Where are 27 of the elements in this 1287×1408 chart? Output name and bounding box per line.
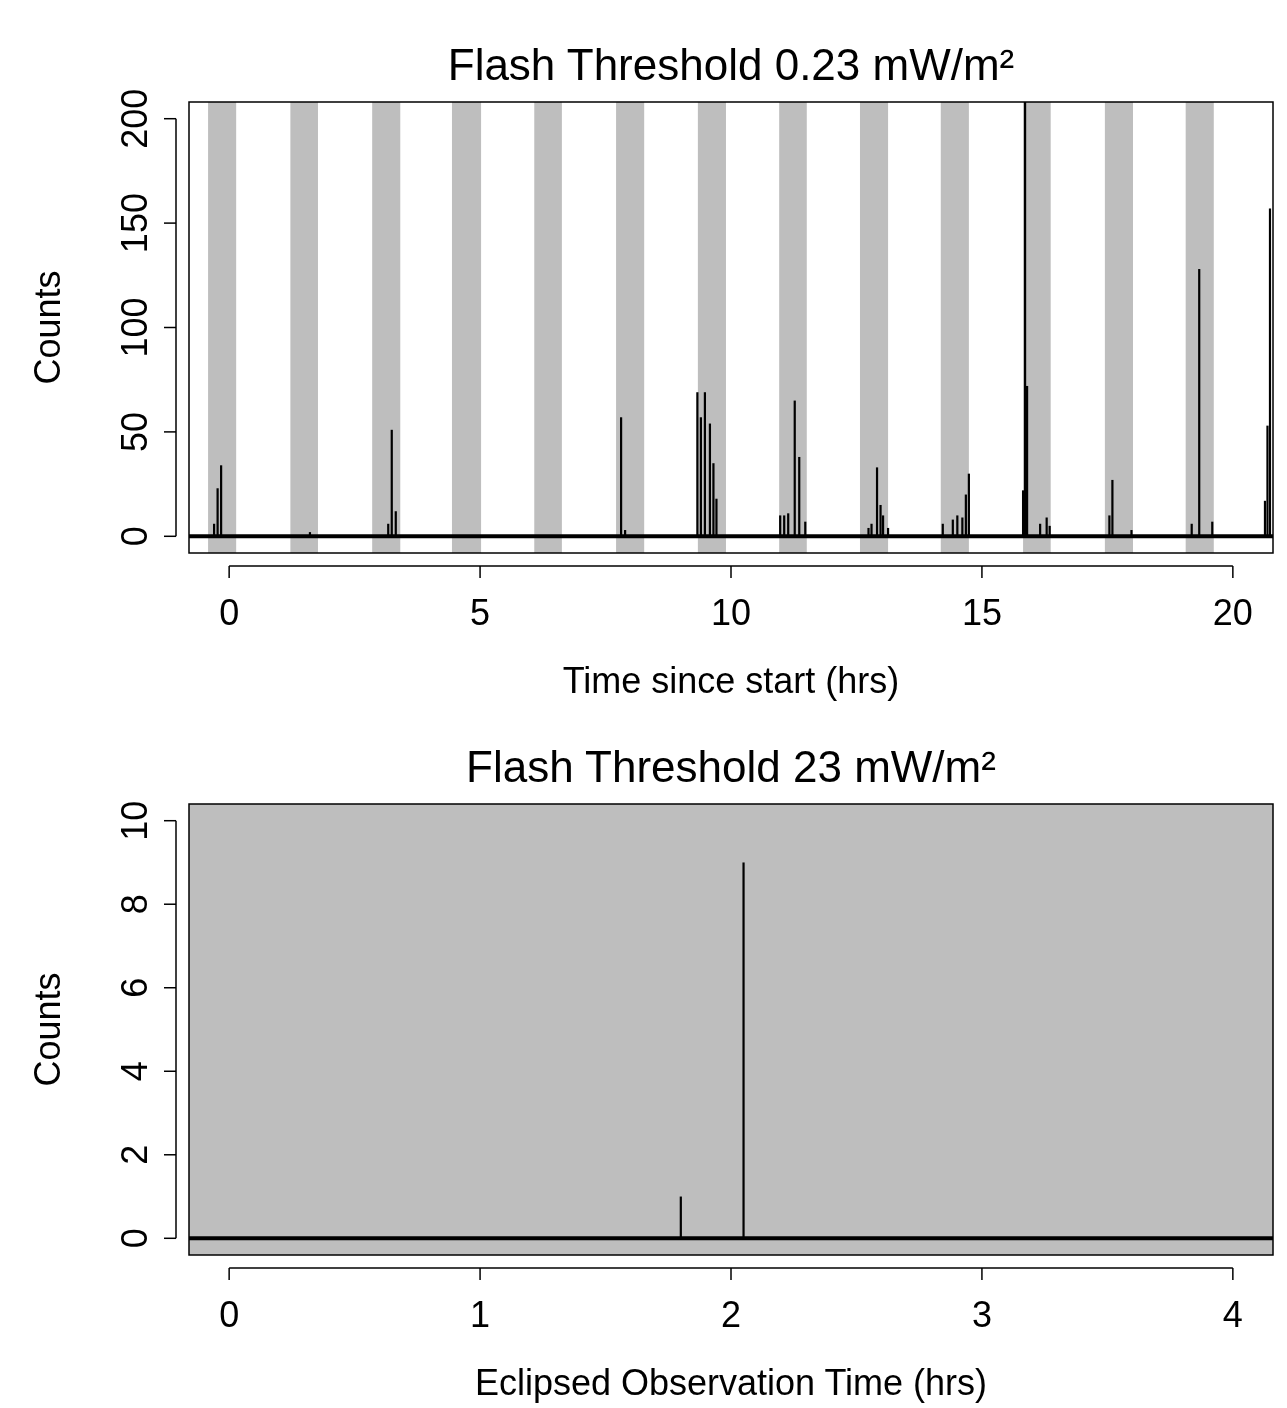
x-axis-title: Eclipsed Observation Time (hrs) (474, 1362, 988, 1403)
y-tick-label: 2 (114, 1144, 155, 1165)
y-axis-title: Counts (27, 972, 68, 1087)
y-axis-title: Counts (27, 270, 68, 385)
x-tick-label: 4 (1222, 1294, 1243, 1335)
x-tick-label: 2 (720, 1294, 742, 1335)
x-tick-label: 5 (470, 592, 491, 633)
y-tick-label: 200 (114, 88, 155, 149)
x-tick-label: 3 (971, 1294, 992, 1335)
x-tick-label: 10 (710, 592, 752, 633)
x-tick-label: 20 (1212, 592, 1253, 633)
y-tick-label: 100 (114, 297, 155, 358)
chart-title: Flash Threshold 0.23 mW/m² (447, 40, 1015, 89)
x-tick-label: 1 (470, 1294, 491, 1335)
y-tick-label: 50 (114, 411, 155, 452)
x-axis-title: Time since start (hrs) (562, 660, 900, 701)
x-tick-label: 15 (961, 592, 1002, 633)
y-tick-label: 10 (114, 800, 155, 841)
y-tick-label: 0 (114, 526, 155, 547)
y-tick-label: 8 (114, 894, 155, 915)
y-tick-label: 4 (114, 1061, 155, 1082)
y-tick-label: 150 (114, 193, 155, 254)
chart-title: Flash Threshold 23 mW/m² (466, 742, 996, 791)
x-tick-label: 0 (219, 1294, 240, 1335)
x-tick-label: 0 (219, 592, 240, 633)
y-tick-label: 6 (114, 977, 155, 998)
y-tick-label: 0 (114, 1228, 155, 1249)
